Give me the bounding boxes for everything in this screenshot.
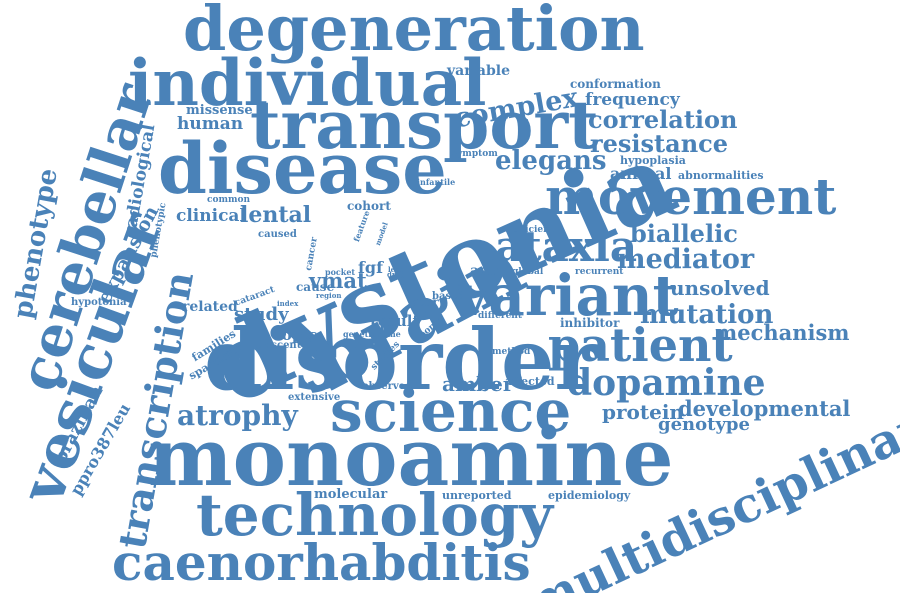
- word-inhibitor: inhibitor: [560, 316, 620, 330]
- word-drug: drug: [387, 270, 406, 279]
- word-caused: caused: [258, 229, 297, 240]
- word-adult: adult: [470, 263, 511, 279]
- word-hypoplasia: hypoplasia: [620, 154, 686, 167]
- word-different: different: [478, 311, 522, 321]
- word-epidemiology: epidemiology: [548, 489, 631, 502]
- word-index: index: [277, 299, 299, 308]
- word-mutation: mutation: [640, 300, 774, 330]
- word-human: human: [177, 114, 244, 134]
- word-mediator: mediator: [617, 244, 755, 275]
- word-atrophy: atrophy: [177, 399, 298, 432]
- word-animal: animal: [610, 164, 672, 183]
- word-descent: descent: [258, 340, 302, 351]
- word-amber: amber: [442, 372, 514, 396]
- word-affected: affected: [505, 375, 555, 388]
- word-result: result: [370, 312, 420, 330]
- word-vmat: vmat: [309, 268, 367, 293]
- word-year: year: [410, 295, 439, 309]
- word-developmental: developmental: [678, 396, 851, 421]
- word-observed: observed: [362, 381, 413, 392]
- word-hypotonia: hypotonia: [71, 297, 127, 308]
- word-disease: disease: [158, 127, 447, 210]
- word-movement: movement: [545, 167, 837, 226]
- word-abnormalities: abnormalities: [678, 169, 764, 182]
- word-infantile: infantile: [417, 177, 456, 187]
- word-extensive: extensive: [288, 392, 341, 403]
- word-recurrent: recurrent: [575, 267, 624, 277]
- word-conformation: conformation: [570, 77, 661, 91]
- word-variable: variable: [447, 63, 510, 79]
- word-dopamine: dopamine: [567, 362, 766, 404]
- word-method: method: [492, 347, 531, 357]
- word-based: based: [432, 291, 465, 302]
- word-cause: cause: [296, 280, 335, 294]
- word-individual: individual: [128, 46, 487, 121]
- word-genetic: genetic: [343, 329, 377, 339]
- word-frequency: frequency: [585, 90, 680, 110]
- word-mechanism: mechanism: [715, 320, 850, 345]
- word-study: study: [234, 304, 289, 325]
- word-topic: topic: [275, 326, 318, 344]
- word-clinical: clinical: [176, 206, 246, 226]
- word-correlation: correlation: [588, 105, 738, 134]
- word-elegans: elegans: [495, 146, 607, 176]
- word-cohort: cohort: [347, 199, 391, 213]
- word-resistance: resistance: [590, 129, 729, 158]
- word-molecular: molecular: [314, 487, 388, 502]
- word-missense: missense: [186, 103, 253, 118]
- word-efficient: efficient: [512, 225, 554, 235]
- word-lental: lental: [240, 202, 312, 228]
- word-ataxia: ataxia: [495, 222, 638, 271]
- word-science: science: [330, 377, 572, 445]
- word-transport: transport: [250, 86, 599, 164]
- word-genotype: genotype: [658, 414, 750, 435]
- word-related: related: [182, 299, 238, 315]
- word-unreported: unreported: [442, 489, 512, 502]
- word-disorder: disorder: [204, 310, 599, 409]
- word-fgf: fgf: [358, 258, 383, 277]
- word-patient: patient: [548, 318, 733, 372]
- word-lead: lead: [388, 265, 405, 274]
- word-unsolved: unsolved: [670, 276, 770, 300]
- word-degeneration: degeneration: [183, 0, 645, 65]
- word-technology: technology: [196, 481, 554, 549]
- word-protein: protein: [602, 400, 684, 424]
- word-global: global: [512, 267, 544, 277]
- word-region: region: [316, 291, 342, 300]
- word-common: common: [207, 195, 251, 205]
- word-variant: variant: [456, 263, 679, 329]
- word-caenorhabditis: caenorhabditis: [112, 533, 531, 592]
- word-symptom: symptom: [452, 149, 498, 159]
- word-pocket: pocket: [325, 267, 356, 277]
- word-biallelic: biallelic: [630, 219, 738, 248]
- word-monoamine: monoamine: [148, 410, 674, 504]
- word-exome: exome: [372, 329, 401, 339]
